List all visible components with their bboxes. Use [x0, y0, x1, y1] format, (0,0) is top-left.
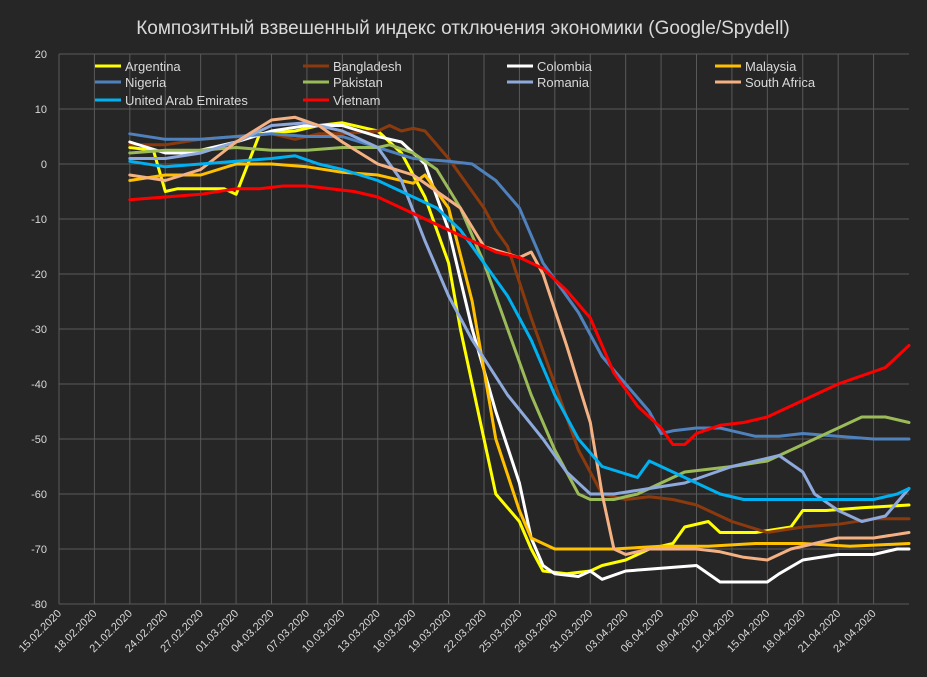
y-tick-label: -40 [31, 379, 47, 391]
series-line-romania [128, 121, 911, 523]
series-line-united-arab-emirates [128, 154, 911, 501]
series-line-malaysia [128, 162, 911, 551]
legend: Argentina Bangladesh Colombia Malaysia Niger… [95, 59, 816, 108]
legend-label: Romania [537, 75, 590, 90]
chart-title: Композитный взвешенный индекс отключения… [136, 18, 790, 39]
legend-entry: Nigeria [95, 75, 167, 90]
y-tick-label: -70 [31, 544, 47, 556]
legend-entry: Malaysia [715, 59, 797, 74]
legend-label: Pakistan [333, 75, 383, 90]
y-axis-labels: 20 10 0 -10 -20 -30 -40 -50 -60 -70 -80 [31, 49, 47, 611]
y-tick-label: 0 [41, 159, 47, 171]
y-tick-label: -60 [31, 489, 47, 501]
legend-label: Colombia [537, 59, 593, 74]
legend-entry: Colombia [507, 59, 593, 74]
legend-entry: United Arab Emirates [95, 93, 248, 108]
legend-label: Argentina [125, 59, 181, 74]
series-line-nigeria [128, 132, 911, 441]
legend-label: Bangladesh [333, 59, 402, 74]
legend-label: South Africa [745, 75, 816, 90]
legend-entry: Romania [507, 75, 590, 90]
series-line-colombia [128, 124, 911, 584]
y-tick-label: -20 [31, 269, 47, 281]
series-line-bangladesh [128, 124, 911, 534]
y-tick-label: -10 [31, 214, 47, 226]
legend-label: Nigeria [125, 75, 167, 90]
legend-entry: Argentina [95, 59, 181, 74]
series-line-argentina [128, 121, 911, 576]
legend-entry: Vietnam [303, 93, 380, 108]
y-tick-label: -80 [31, 599, 47, 611]
y-tick-label: 10 [35, 104, 47, 116]
legend-label: United Arab Emirates [125, 93, 248, 108]
legend-label: Malaysia [745, 59, 797, 74]
y-tick-label: 20 [35, 49, 47, 61]
y-tick-label: -30 [31, 324, 47, 336]
series-line-vietnam [128, 184, 911, 446]
legend-entry: South Africa [715, 75, 816, 90]
series-line-south-africa [128, 115, 911, 562]
legend-entry: Pakistan [303, 75, 383, 90]
series-lines [128, 115, 911, 584]
y-tick-label: -50 [31, 434, 47, 446]
legend-entry: Bangladesh [303, 59, 402, 74]
legend-label: Vietnam [333, 93, 380, 108]
